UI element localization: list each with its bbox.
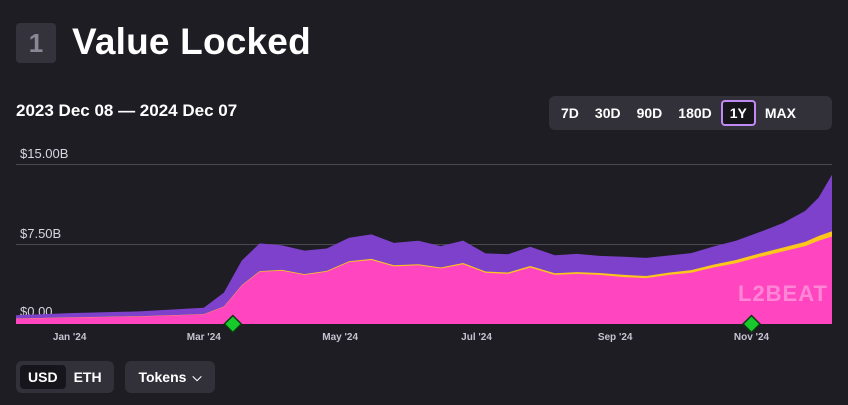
milestone-marker[interactable] [223,314,243,334]
area-chart-svg [16,174,832,334]
section-number-badge: 1 [16,23,56,63]
range-button-1y[interactable]: 1Y [720,100,756,126]
chevron-down-icon: ⌵ [192,369,202,384]
page-title: Value Locked [72,21,311,62]
x-tick-label: Mar '24 [186,332,221,343]
unit-button-eth[interactable]: ETH [66,365,110,389]
x-tick-label: Jul '24 [461,332,492,343]
area-series-pink [16,236,832,324]
tokens-dropdown-button[interactable]: Tokens ⌵ [125,361,215,393]
range-button-max[interactable]: MAX [758,100,803,126]
milestone-marker[interactable] [741,314,762,334]
range-button-180d[interactable]: 180D [671,100,718,126]
gridline-top [16,164,832,165]
date-range-label: 2023 Dec 08 — 2024 Dec 07 [16,101,238,120]
y-tick-label: $15.00B [20,146,69,161]
l2beat-watermark: L2BEAT [738,281,828,306]
x-tick-label: Sep '24 [597,332,633,343]
unit-selector: USD ETH [16,361,114,393]
x-tick-label: Jan '24 [52,332,87,343]
x-tick-label: May '24 [322,332,359,343]
y-tick-label: $7.50B [20,226,62,241]
range-button-90d[interactable]: 90D [630,100,670,126]
range-button-30d[interactable]: 30D [588,100,628,126]
x-tick-label: Nov '24 [733,332,770,343]
range-button-7d[interactable]: 7D [554,100,586,126]
time-range-selector: 7D 30D 90D 180D 1Y MAX [549,96,832,130]
tokens-label: Tokens [138,369,187,385]
unit-button-usd[interactable]: USD [20,365,66,389]
value-locked-chart[interactable]: $15.00B $7.50B $0.00 L2BEAT Jan '24 Mar '… [0,140,848,350]
